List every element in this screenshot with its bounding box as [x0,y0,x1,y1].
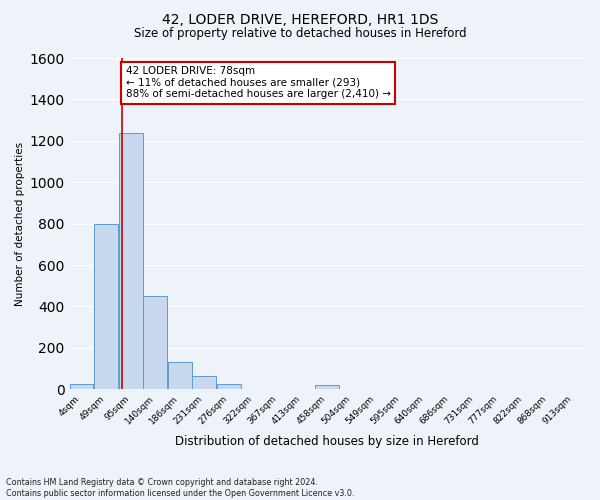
Text: Contains HM Land Registry data © Crown copyright and database right 2024.
Contai: Contains HM Land Registry data © Crown c… [6,478,355,498]
Text: Size of property relative to detached houses in Hereford: Size of property relative to detached ho… [134,28,466,40]
Bar [168,362,192,389]
Bar [94,224,118,389]
Text: 42 LODER DRIVE: 78sqm
← 11% of detached houses are smaller (293)
88% of semi-det: 42 LODER DRIVE: 78sqm ← 11% of detached … [125,66,391,100]
Bar [193,376,216,389]
Bar [119,132,143,389]
X-axis label: Distribution of detached houses by size in Hereford: Distribution of detached houses by size … [175,434,479,448]
Bar [217,384,241,389]
Y-axis label: Number of detached properties: Number of detached properties [15,142,25,306]
Bar [70,384,94,389]
Bar [315,386,339,389]
Text: 42, LODER DRIVE, HEREFORD, HR1 1DS: 42, LODER DRIVE, HEREFORD, HR1 1DS [162,12,438,26]
Bar [143,296,167,389]
